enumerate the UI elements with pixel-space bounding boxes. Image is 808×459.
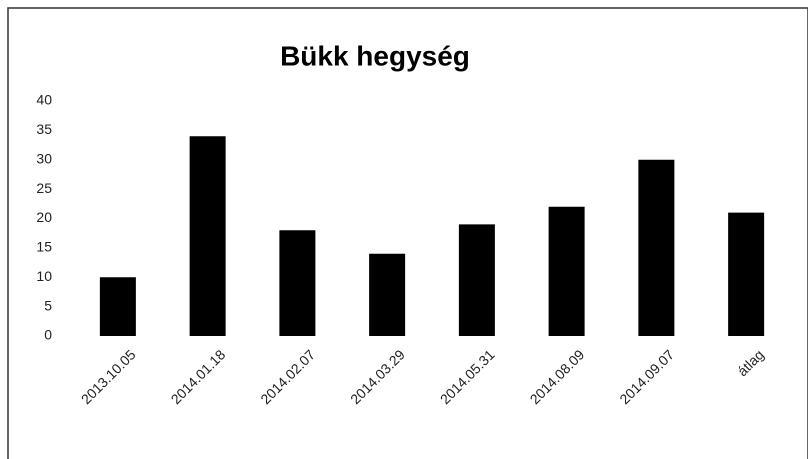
bar [99, 277, 136, 336]
y-tick-label: 40 [36, 92, 52, 108]
chart-title: Bükk hegység [280, 40, 470, 71]
y-tick-label: 20 [36, 209, 52, 225]
y-tick-label: 25 [36, 180, 52, 196]
bar [728, 212, 765, 336]
bar [279, 230, 316, 336]
bar [638, 159, 675, 336]
y-tick-label: 0 [44, 327, 52, 343]
y-tick-label: 30 [36, 150, 52, 166]
y-tick-label: 5 [44, 297, 52, 313]
y-tick-label: 10 [36, 268, 52, 284]
y-tick-label: 15 [36, 239, 52, 255]
bar [458, 224, 495, 336]
y-tick-label: 35 [36, 121, 52, 137]
chart-frame [7, 7, 808, 459]
bar [548, 206, 585, 336]
bar [369, 253, 406, 336]
bar [189, 136, 226, 336]
